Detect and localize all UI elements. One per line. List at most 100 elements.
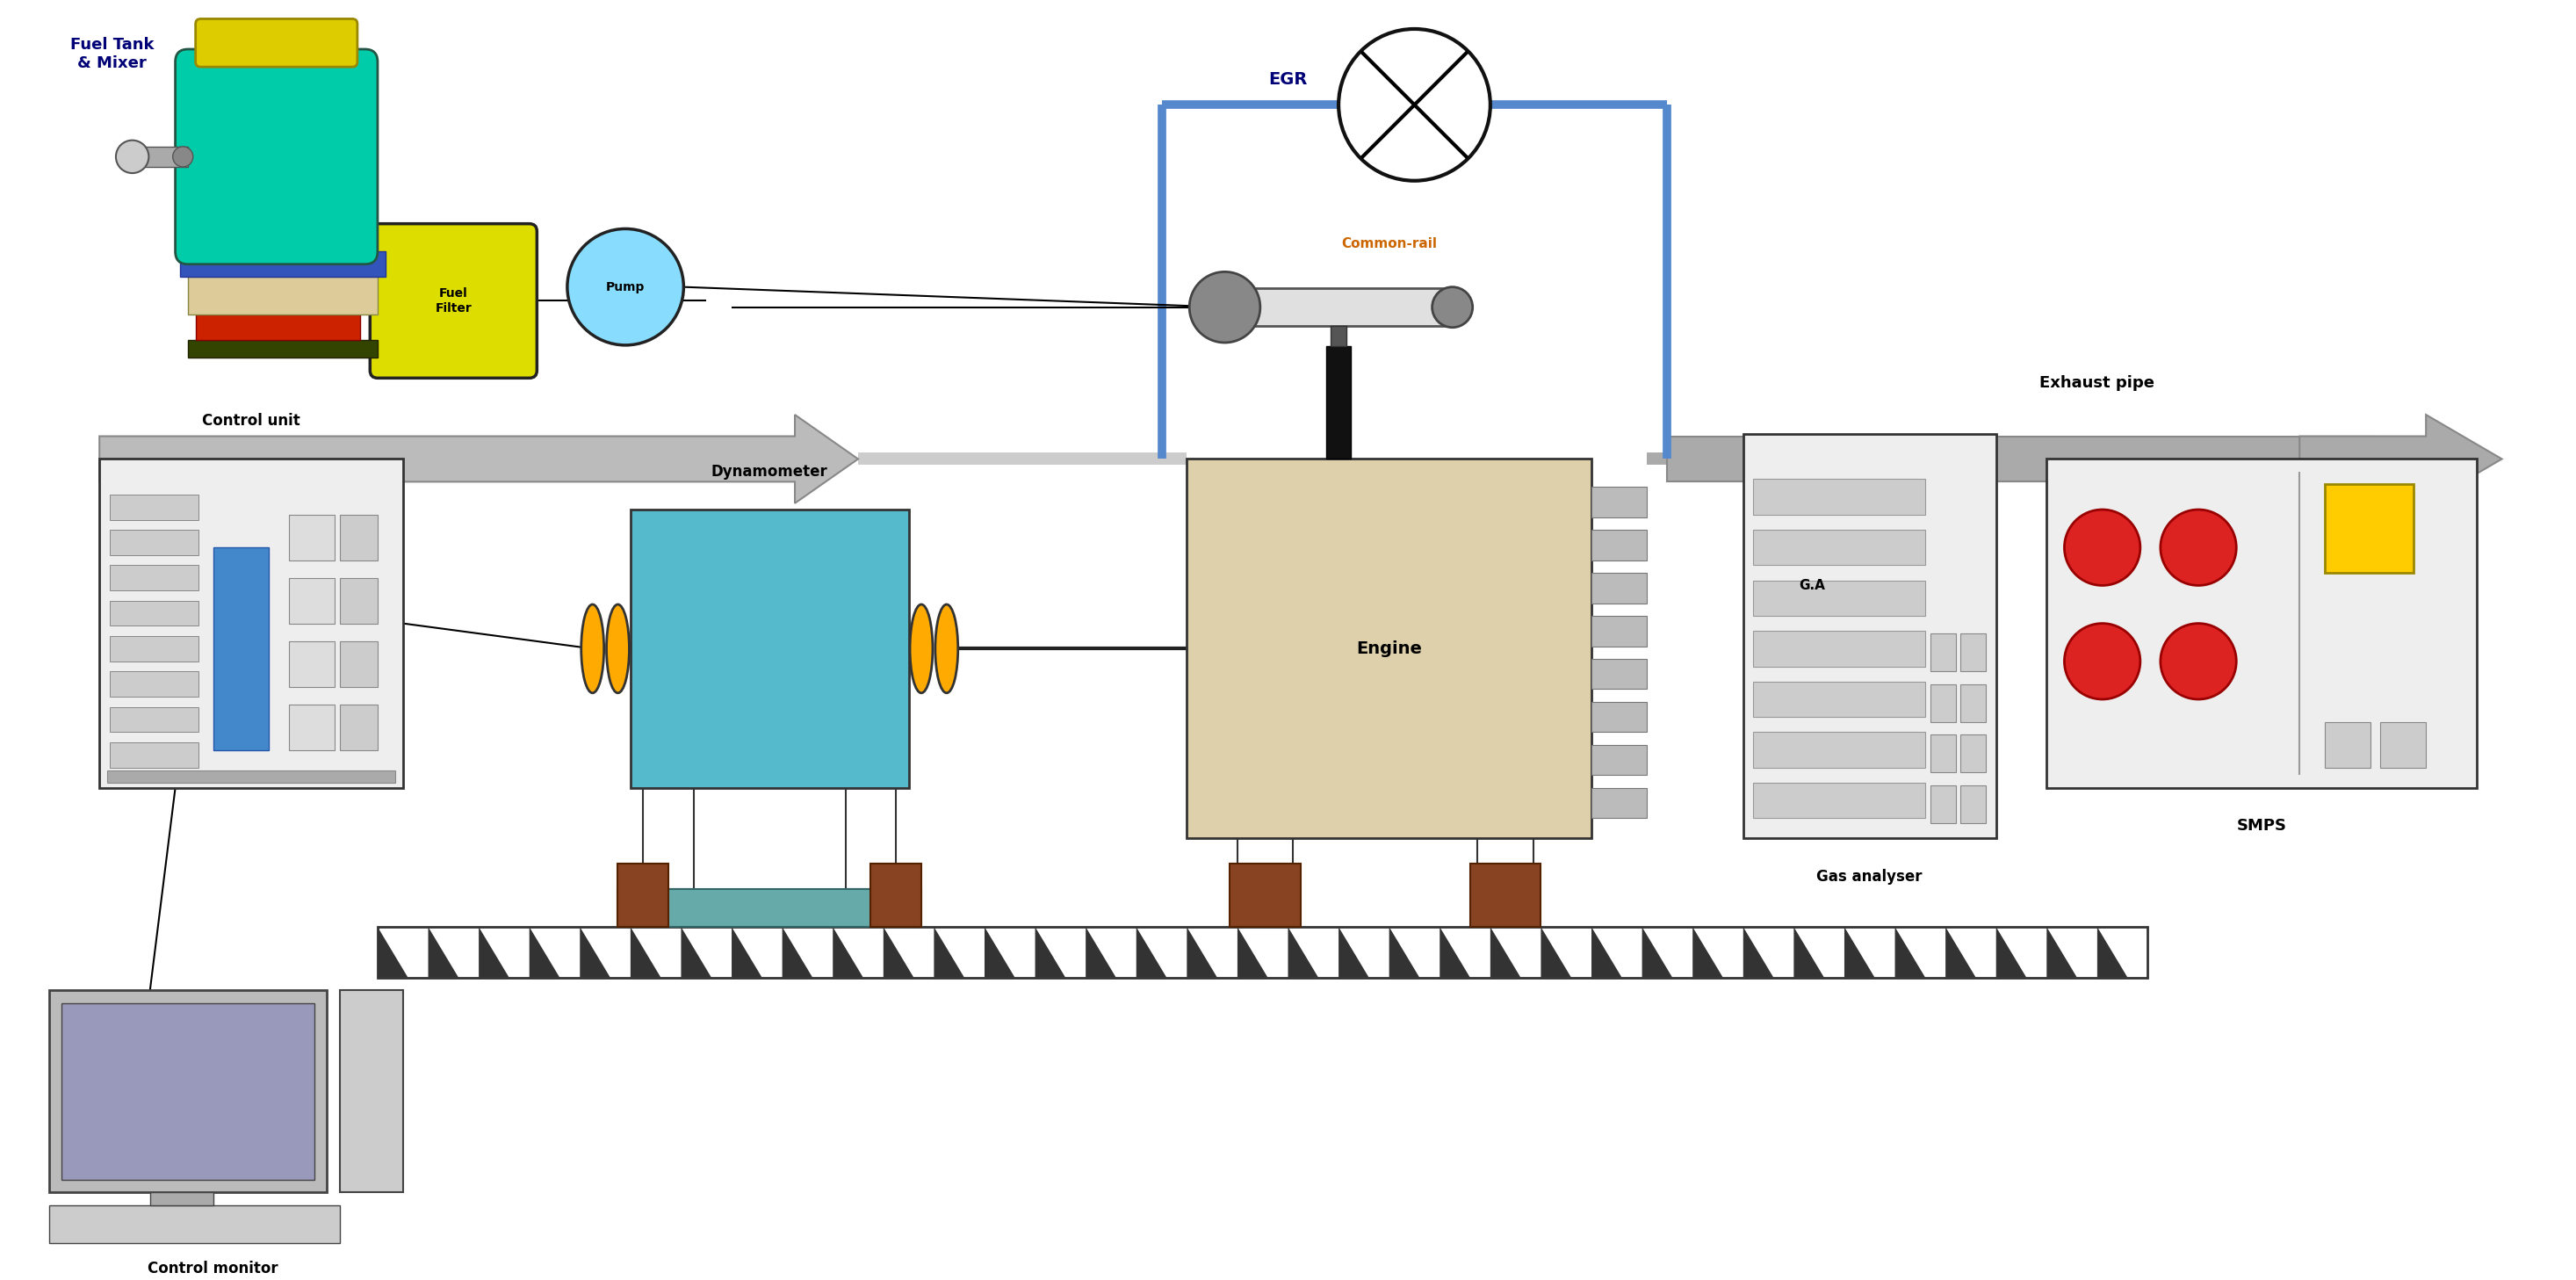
Text: Common-rail: Common-rail — [1342, 237, 1437, 251]
Bar — [1592, 745, 1646, 776]
Bar — [62, 1002, 314, 1180]
Bar — [2380, 722, 2427, 768]
Bar — [1960, 634, 1986, 672]
Bar — [1929, 786, 1955, 823]
Bar — [1471, 864, 1540, 927]
Bar — [196, 315, 361, 340]
Text: Control unit: Control unit — [201, 413, 301, 429]
Bar — [111, 566, 198, 590]
Bar — [188, 276, 379, 315]
Bar — [1592, 573, 1646, 603]
Bar — [340, 641, 379, 686]
Text: Gas analyser: Gas analyser — [1816, 868, 1922, 884]
Bar — [1236, 838, 1293, 940]
Bar — [1229, 864, 1301, 927]
Polygon shape — [1896, 927, 1924, 978]
Ellipse shape — [935, 604, 958, 692]
Polygon shape — [1288, 927, 1319, 978]
Bar — [1929, 684, 1955, 722]
Polygon shape — [1744, 927, 1772, 978]
Bar — [2324, 484, 2414, 573]
Bar — [340, 704, 379, 750]
Bar — [1929, 735, 1955, 773]
Bar — [1592, 530, 1646, 561]
Bar — [1929, 634, 1955, 672]
Text: Dynamometer: Dynamometer — [711, 463, 827, 480]
Bar — [111, 494, 198, 520]
Polygon shape — [935, 927, 963, 978]
Bar — [1744, 434, 1996, 838]
Bar — [631, 509, 909, 787]
FancyBboxPatch shape — [175, 49, 379, 264]
Bar — [1667, 436, 2375, 481]
Polygon shape — [428, 927, 459, 978]
Bar — [1754, 681, 1924, 717]
Polygon shape — [1844, 927, 1875, 978]
Polygon shape — [1084, 927, 1115, 978]
Text: Fuel
Filter: Fuel Filter — [435, 288, 471, 314]
Bar — [379, 927, 2148, 978]
Bar — [1754, 530, 1924, 566]
FancyArrow shape — [2300, 415, 2501, 503]
Bar — [111, 636, 198, 662]
FancyBboxPatch shape — [371, 224, 536, 378]
Bar — [871, 864, 922, 927]
Text: G.A: G.A — [1798, 579, 1824, 593]
Polygon shape — [1492, 927, 1520, 978]
Circle shape — [567, 229, 683, 346]
Bar — [1754, 580, 1924, 616]
Bar — [111, 600, 198, 626]
Polygon shape — [1236, 927, 1267, 978]
Polygon shape — [1136, 927, 1167, 978]
FancyArrow shape — [100, 415, 858, 503]
Circle shape — [2161, 509, 2236, 585]
Polygon shape — [1996, 927, 2027, 978]
Polygon shape — [1692, 927, 1723, 978]
Bar — [1960, 786, 1986, 823]
Polygon shape — [1388, 927, 1419, 978]
Bar — [1332, 326, 1347, 347]
Text: Engine: Engine — [1358, 640, 1422, 657]
Text: Exhaust pipe: Exhaust pipe — [2040, 375, 2154, 390]
Text: SMPS: SMPS — [2236, 818, 2287, 833]
Bar — [289, 515, 335, 561]
Bar — [180, 252, 386, 276]
Bar — [618, 864, 667, 927]
Bar — [1960, 684, 1986, 722]
Bar — [131, 147, 188, 166]
Circle shape — [1340, 29, 1492, 180]
Polygon shape — [832, 927, 863, 978]
Bar — [149, 1193, 214, 1206]
Polygon shape — [1793, 927, 1824, 978]
Bar — [1754, 783, 1924, 818]
Circle shape — [2063, 623, 2141, 699]
Polygon shape — [884, 927, 914, 978]
Polygon shape — [1188, 927, 1218, 978]
Bar — [1592, 701, 1646, 732]
Bar — [1479, 838, 1533, 940]
Text: EGR: EGR — [1267, 72, 1309, 88]
Bar — [1754, 479, 1924, 515]
Bar — [289, 577, 335, 623]
Bar — [1188, 460, 1592, 838]
Bar — [100, 460, 402, 787]
Bar — [1592, 486, 1646, 517]
Polygon shape — [2097, 927, 2128, 978]
Bar — [340, 577, 379, 623]
Polygon shape — [1036, 927, 1066, 978]
Polygon shape — [1641, 927, 1672, 978]
Polygon shape — [1540, 927, 1571, 978]
Polygon shape — [631, 927, 662, 978]
Bar — [1754, 732, 1924, 768]
Bar — [111, 672, 198, 696]
Circle shape — [2063, 509, 2141, 585]
Polygon shape — [1945, 927, 1976, 978]
Ellipse shape — [605, 604, 629, 692]
Bar — [289, 704, 335, 750]
Bar — [111, 742, 198, 768]
Bar — [49, 991, 327, 1193]
Polygon shape — [1340, 927, 1368, 978]
Bar — [111, 707, 198, 732]
Polygon shape — [984, 927, 1015, 978]
Bar — [2324, 722, 2370, 768]
